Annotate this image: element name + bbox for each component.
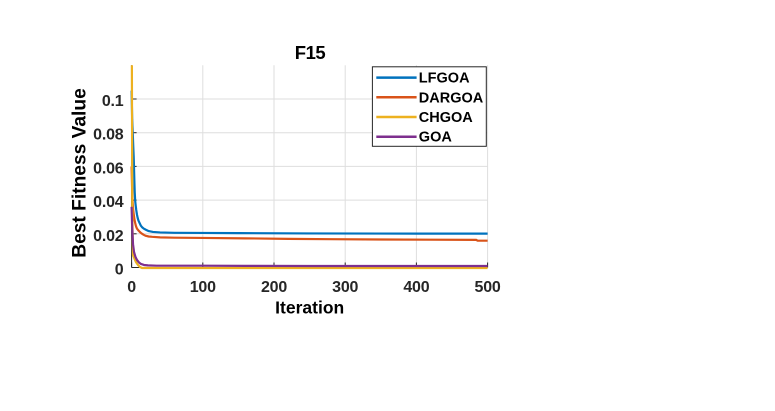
svg-text:0.1: 0.1 — [102, 93, 124, 110]
svg-text:0.02: 0.02 — [93, 228, 124, 245]
svg-text:GOA: GOA — [419, 130, 453, 146]
svg-text:LFGOA: LFGOA — [419, 71, 470, 87]
svg-text:F15: F15 — [295, 42, 326, 63]
svg-text:0: 0 — [115, 262, 124, 279]
svg-text:200: 200 — [261, 279, 287, 296]
svg-text:Best Fitness Value: Best Fitness Value — [70, 88, 91, 258]
svg-text:CHGOA: CHGOA — [419, 110, 474, 126]
svg-text:0: 0 — [127, 279, 136, 296]
svg-text:400: 400 — [403, 279, 429, 296]
svg-text:500: 500 — [475, 279, 501, 296]
svg-text:0.08: 0.08 — [93, 127, 124, 144]
svg-text:100: 100 — [190, 279, 216, 296]
svg-text:DARGOA: DARGOA — [419, 90, 484, 106]
svg-text:300: 300 — [332, 279, 358, 296]
svg-text:0.04: 0.04 — [93, 194, 124, 211]
svg-text:Iteration: Iteration — [275, 298, 344, 318]
svg-text:0.06: 0.06 — [93, 160, 124, 177]
